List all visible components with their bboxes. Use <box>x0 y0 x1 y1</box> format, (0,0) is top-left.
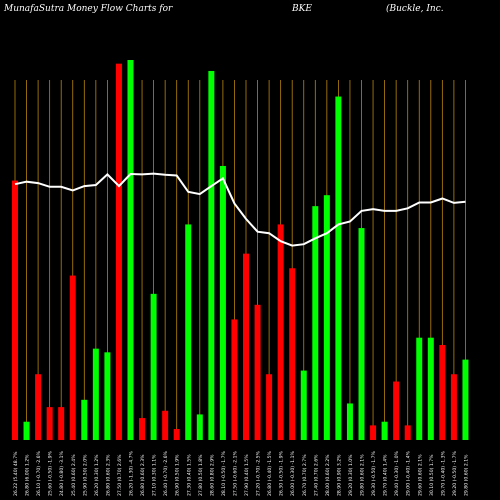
x-tick-label: 26.80 (0.60) 2.3% <box>105 454 111 496</box>
x-tick-label: 27.50 (0.70) 2.6% <box>117 454 123 496</box>
money-flow-bar <box>196 414 203 440</box>
average-line <box>14 172 466 247</box>
x-tick-label: 25.60 (-0.50) -1.9% <box>48 450 54 496</box>
x-tick-label: 26.70 (0.70) 2.7% <box>302 454 308 496</box>
x-tick-label: 29.80 (0.60) 2.1% <box>360 454 366 496</box>
money-flow-bar <box>104 352 111 440</box>
money-flow-bar <box>358 228 365 440</box>
x-tick-label: 29.30 (-0.50) -1.7% <box>371 450 377 496</box>
x-tick-label: 27.50 (-0.60) -2.1% <box>232 450 238 496</box>
x-tick-label: 25.40 (0.60) 2.4% <box>71 454 77 496</box>
money-flow-bar <box>150 293 157 440</box>
x-tick-label: 26.20 (0.30) 1.2% <box>94 454 100 496</box>
x-axis-labels: 26.22 (5.40) 48.7% 26.80 (6.00) 1.2% 26.10… <box>13 450 469 496</box>
money-flow-bar <box>12 180 18 441</box>
x-tick-label: 26.00 (-0.30) -1.1% <box>290 450 296 496</box>
x-tick-label: 27.40 (0.70) 2.6% <box>313 454 319 496</box>
x-tick-label: 27.20 (-0.70) -2.5% <box>256 450 262 496</box>
money-flow-bar <box>335 96 342 441</box>
x-tick-label: 26.22 (5.40) 48.7% <box>13 451 19 496</box>
x-tick-label: 26.80 (-0.40) -1.5% <box>267 450 273 496</box>
x-tick-label: 29.20 (0.30) 1.0% <box>348 454 354 496</box>
money-flow-bar <box>450 374 457 440</box>
money-flow-bar <box>23 421 30 440</box>
money-flow-bar <box>416 337 423 440</box>
x-tick-label: 30.10 (0.50) 1.7% <box>429 454 435 496</box>
x-tick-label: 26.80 (6.00) 1.2% <box>25 454 31 496</box>
money-flow-bar <box>439 345 446 440</box>
chart-header-company: (Buckle, Inc. <box>386 4 444 14</box>
money-flow-bar <box>300 370 307 440</box>
x-tick-label: 29.70 (0.40) 1.4% <box>383 454 389 496</box>
x-tick-label: 26.90 (0.50) 1.9% <box>175 454 181 496</box>
money-flow-bar <box>173 429 180 440</box>
money-flow-bar <box>58 407 65 440</box>
x-tick-label: 27.90 (0.40) 1.5% <box>244 454 250 496</box>
x-tick-label: 27.30 (0.40) 1.5% <box>186 454 192 496</box>
chart-header-left: MunafaSutra Money Flow Charts for <box>4 4 173 14</box>
money-flow-bar <box>370 425 377 440</box>
money-flow-bar <box>381 421 388 440</box>
x-tick-label: 29.60 (0.60) 2.1% <box>417 454 423 496</box>
x-tick-label: 26.80 (0.60) 2.3% <box>140 454 146 496</box>
money-flow-bar <box>312 206 319 440</box>
x-tick-label: 25.90 (0.50) 2.0% <box>82 454 88 496</box>
money-flow-bar <box>243 253 249 440</box>
x-tick-label: 26.20 (-1.30) -4.7% <box>129 450 135 496</box>
money-flow-bar <box>323 195 330 440</box>
money-flow-bar <box>427 337 434 440</box>
x-tick-label: 27.10 (0.30) 1.1% <box>152 454 158 496</box>
chart-header-symbol: BKE <box>292 4 312 14</box>
money-flow-bar <box>139 418 146 440</box>
money-flow-bars <box>12 60 469 441</box>
money-flow-bar <box>219 165 226 440</box>
money-flow-bar <box>266 374 273 440</box>
x-tick-label: 29.80 (0.60) 2.1% <box>463 454 469 496</box>
money-flow-bar <box>35 374 42 440</box>
x-tick-label: 24.80 (-0.80) -3.1% <box>59 450 65 496</box>
money-flow-bar <box>92 348 99 440</box>
x-tick-label: 28.90 (0.90) 3.2% <box>336 454 342 496</box>
x-tick-label: 26.30 (-0.50) -1.9% <box>279 450 285 496</box>
money-flow-bar <box>393 381 400 440</box>
money-flow-bar <box>289 268 296 440</box>
x-tick-label: 26.10 (-0.70) -2.6% <box>36 450 42 496</box>
x-tick-label: 28.60 (0.80) 2.9% <box>209 454 215 496</box>
x-tick-label: 29.40 (-0.30) -1.0% <box>394 450 400 496</box>
money-flow-bar <box>69 275 76 440</box>
money-flow-bar <box>46 407 53 440</box>
x-tick-label: 28.10 (-0.50) -1.7% <box>221 450 227 496</box>
x-tick-label: 29.00 (-0.40) -1.4% <box>406 450 412 496</box>
money-flow-bar <box>231 319 238 440</box>
x-tick-label: 27.80 (0.50) 1.8% <box>198 454 204 496</box>
x-tick-label: 28.00 (0.60) 2.2% <box>325 454 331 496</box>
money-flow-bar <box>127 60 134 440</box>
money-flow-bar <box>115 63 122 441</box>
money-flow-bar <box>254 304 261 440</box>
x-tick-label: 29.70 (-0.40) -1.3% <box>440 450 446 496</box>
x-tick-label: 26.40 (-0.70) -2.6% <box>163 450 169 496</box>
average-line-layer <box>14 172 466 247</box>
money-flow-bar <box>346 403 353 440</box>
money-flow-bar <box>208 70 215 440</box>
money-flow-bar <box>81 399 88 440</box>
money-flow-bar <box>162 410 169 440</box>
money-flow-bar <box>277 224 284 440</box>
x-tick-label: 29.20 (-0.50) -1.7% <box>452 450 458 496</box>
money-flow-bar <box>462 359 469 440</box>
money-flow-bar <box>185 224 192 440</box>
money-flow-bar <box>404 425 411 440</box>
